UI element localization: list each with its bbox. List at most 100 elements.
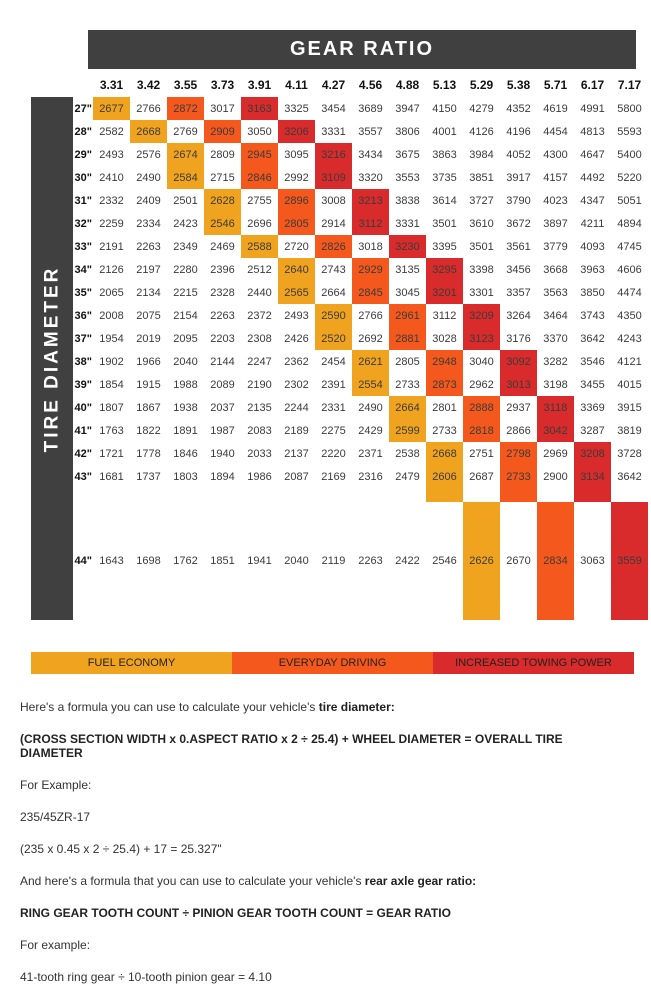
rpm-cell: 2008 bbox=[99, 309, 124, 322]
rpm-cell: 3735 bbox=[432, 171, 457, 184]
spacer-cell bbox=[315, 488, 352, 502]
rpm-cell: 2992 bbox=[284, 171, 309, 184]
rpm-cell: 2809 bbox=[210, 148, 235, 161]
rpm-cell: 4745 bbox=[617, 240, 642, 253]
rpm-cell: 4121 bbox=[617, 355, 642, 368]
rpm-cell: 1681 bbox=[99, 470, 124, 483]
gear-ratio-column-header: 4.11 bbox=[285, 78, 308, 92]
rpm-cell: 2937 bbox=[506, 401, 531, 414]
rpm-cell: 4015 bbox=[617, 378, 642, 391]
rpm-cell: 2275 bbox=[321, 424, 346, 437]
rpm-cell: 3063 bbox=[580, 555, 605, 567]
rpm-cell: 3109 bbox=[315, 166, 352, 189]
rpm-cell: 2263 bbox=[210, 309, 235, 322]
rpm-cell: 2033 bbox=[247, 447, 272, 460]
rpm-cell: 3198 bbox=[543, 378, 568, 391]
gear-ratio-column-header: 6.17 bbox=[580, 78, 605, 92]
tire-diameter-label: 37" bbox=[74, 332, 92, 345]
rpm-cell: 3176 bbox=[506, 332, 531, 345]
rpm-cell: 2362 bbox=[284, 355, 309, 368]
rpm-cell: 3206 bbox=[278, 120, 315, 143]
rpm-cell: 4352 bbox=[506, 102, 531, 115]
rpm-cell: 3095 bbox=[284, 148, 309, 161]
rpm-cell: 2677 bbox=[93, 97, 130, 120]
rpm-cell: 2969 bbox=[543, 447, 568, 460]
rpm-cell: 2818 bbox=[463, 419, 500, 442]
rpm-cell: 3456 bbox=[506, 263, 531, 276]
gear-ratio-column-header: 5.71 bbox=[543, 78, 568, 92]
rpm-cell: 5593 bbox=[617, 125, 642, 138]
tire-row-36: 36" 2008 2075 2154 2263 2372 2493 2590 2766 2961 3… bbox=[73, 304, 648, 327]
rpm-cell: 2834 bbox=[537, 502, 574, 620]
gear-ratio-column-headers: 3.31 3.42 3.55 3.73 3.91 4.11 4.27 4.56 4.88 5.13… bbox=[93, 73, 648, 97]
rpm-cell: 3135 bbox=[395, 263, 420, 276]
rpm-cell: 3728 bbox=[617, 447, 642, 460]
rpm-cell: 2215 bbox=[173, 286, 198, 299]
rpm-cell: 2929 bbox=[352, 258, 389, 281]
rpm-cell: 2640 bbox=[278, 258, 315, 281]
spacer-cell bbox=[426, 488, 463, 502]
tire-row-28: 28" 2582 2668 2769 2909 3050 3206 3331 3557 3806 4… bbox=[73, 120, 648, 143]
rpm-cell: 3984 bbox=[469, 148, 494, 161]
rpm-cell: 3325 bbox=[284, 102, 309, 115]
rpm-cell: 3819 bbox=[617, 424, 642, 437]
tire-diameter-label: 43" bbox=[74, 470, 92, 483]
rpm-cell: 2191 bbox=[99, 240, 124, 253]
rpm-cell: 2410 bbox=[99, 171, 124, 184]
rpm-cell: 3790 bbox=[506, 194, 531, 207]
rpm-cell: 2554 bbox=[352, 373, 389, 396]
rpm-cell: 1966 bbox=[136, 355, 161, 368]
rpm-cell: 2805 bbox=[395, 355, 420, 368]
rpm-cell: 2962 bbox=[469, 378, 494, 391]
rpm-cell: 4619 bbox=[543, 102, 568, 115]
rpm-cell: 2220 bbox=[321, 447, 346, 460]
rpm-cell: 3454 bbox=[321, 102, 346, 115]
rpm-cell: 2766 bbox=[136, 102, 161, 115]
gear-ratio-column-header: 3.42 bbox=[136, 78, 161, 92]
spacer-cell bbox=[352, 488, 389, 502]
legend-tow: INCREASED TOWING POWER bbox=[433, 652, 634, 674]
rpm-cell: 2126 bbox=[99, 263, 124, 276]
rpm-cell: 2900 bbox=[543, 470, 568, 483]
rpm-cell: 2576 bbox=[136, 148, 161, 161]
gear-example-calculation: 41-tooth ring gear ÷ 10-tooth pinion gea… bbox=[20, 970, 272, 984]
rpm-cell: 3947 bbox=[395, 102, 420, 115]
rpm-cell: 2805 bbox=[278, 212, 315, 235]
chart-table-body: TIRE DIAMETER 27" 2677 2766 2872 3017 3163 332… bbox=[31, 97, 648, 620]
rpm-cell: 2189 bbox=[284, 424, 309, 437]
rpm-cell: 2391 bbox=[321, 378, 346, 391]
rpm-cell: 3028 bbox=[432, 332, 457, 345]
rpm-cell: 4474 bbox=[617, 286, 642, 299]
rpm-cell: 2769 bbox=[173, 125, 198, 138]
rpm-cell: 2628 bbox=[204, 189, 241, 212]
rpm-cell: 2371 bbox=[358, 447, 383, 460]
legend-drive: EVERYDAY DRIVING bbox=[232, 652, 433, 674]
rpm-cell: 1954 bbox=[99, 332, 124, 345]
rpm-cell: 4991 bbox=[580, 102, 605, 115]
rpm-cell: 3501 bbox=[469, 240, 494, 253]
tire-example-size: 235/45ZR-17 bbox=[20, 810, 91, 824]
rpm-cell: 3134 bbox=[574, 465, 611, 488]
rpm-cell: 4454 bbox=[543, 125, 568, 138]
rpm-cell: 3863 bbox=[432, 148, 457, 161]
rpm-cell: 3675 bbox=[395, 148, 420, 161]
tire-diameter-intro-bold: tire diameter: bbox=[318, 700, 395, 714]
rpm-cell: 1737 bbox=[136, 470, 161, 483]
tire-diameter-label: 30" bbox=[74, 171, 92, 184]
chart-title-bar: GEAR RATIO bbox=[88, 30, 636, 69]
tire-row-38: 38" 1902 1966 2040 2144 2247 2362 2454 2621 2805 2… bbox=[73, 350, 648, 373]
rpm-cell: 3727 bbox=[469, 194, 494, 207]
rpm-cell: 3282 bbox=[543, 355, 568, 368]
chart-title: GEAR RATIO bbox=[289, 38, 435, 60]
rpm-cell: 3464 bbox=[543, 309, 568, 322]
rpm-cell: 2372 bbox=[247, 309, 272, 322]
tire-diameter-label: 44" bbox=[74, 555, 92, 567]
rpm-cell: 3455 bbox=[580, 378, 605, 391]
rpm-cell: 3013 bbox=[500, 373, 537, 396]
rpm-cell: 2599 bbox=[389, 419, 426, 442]
rpm-cell: 3320 bbox=[358, 171, 383, 184]
legend-bar: FUEL ECONOMY EVERYDAY DRIVING INCREASED TO… bbox=[31, 652, 634, 674]
gear-ratio-column-header: 3.73 bbox=[210, 78, 235, 92]
rpm-cell: 4157 bbox=[543, 171, 568, 184]
rpm-cell: 2909 bbox=[204, 120, 241, 143]
